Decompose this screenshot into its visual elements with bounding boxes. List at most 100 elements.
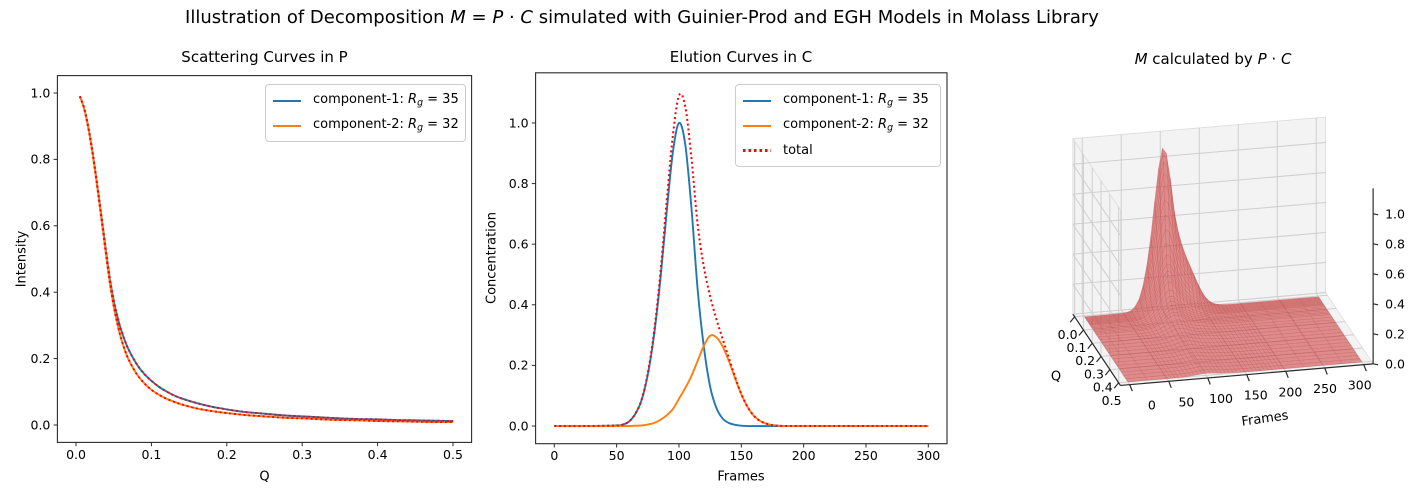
y-tick-label: 0.8	[509, 176, 529, 191]
tick-label: 0	[1148, 398, 1156, 413]
tick-label: 0.6	[1385, 266, 1405, 281]
text-run: total	[783, 143, 813, 158]
tick-label: 300	[1348, 378, 1372, 393]
legend-label: component-2: Rg = 32	[313, 117, 459, 133]
x-tick-label: 50	[609, 448, 625, 463]
tick-label: 0.2	[1075, 353, 1095, 368]
surface-q-axis-label: Q	[1050, 369, 1062, 385]
x-tick-label: 300	[916, 448, 940, 463]
tick-label: 0.5	[1102, 393, 1122, 408]
component-1-curve	[554, 121, 929, 428]
elution-ylabel: Concentration	[484, 212, 500, 304]
surface-face	[1238, 368, 1246, 373]
legend-line-sample	[743, 99, 771, 102]
tick-label: 100	[1209, 391, 1233, 406]
y-tick-label: 0.6	[509, 236, 529, 251]
tick-label: 150	[1244, 388, 1268, 403]
surface-face	[1125, 376, 1148, 383]
y-tick-label: 0.0	[509, 418, 529, 433]
x-tick-label: 0.0	[66, 447, 86, 462]
surface-face	[1145, 375, 1168, 381]
legend-entry-component-2: component-2: Rg = 32	[743, 113, 932, 138]
x-tick-label: 0.1	[141, 447, 161, 462]
text-run: g	[887, 97, 894, 109]
surface-face	[1219, 369, 1226, 374]
x-tick-label: 0	[550, 448, 558, 463]
surface-mesh	[1084, 147, 1363, 383]
text-run: component-2:	[783, 117, 879, 133]
surface-axis-lines	[1069, 188, 1379, 392]
surface-tick-labels: 0.00.10.20.30.40.5 0 50 100 150 200 250 3000.00…	[1058, 206, 1405, 412]
x-tick-label: 150	[729, 448, 753, 463]
surface-face	[1301, 361, 1324, 368]
surface-face	[1184, 372, 1191, 377]
text-run: = 32	[423, 117, 459, 133]
legend-label: component-1: Rg = 35	[313, 92, 459, 108]
surface-face	[1223, 369, 1230, 374]
x-tick-label: 0.3	[292, 447, 312, 462]
y-tick-label: 1.0	[31, 85, 51, 100]
y-tick-label: 0.4	[31, 285, 51, 300]
text-run: component-2:	[313, 117, 409, 133]
scattering-chart-title: Scattering Curves in P	[181, 48, 348, 66]
surface-face	[1180, 373, 1187, 378]
legend-line-sample	[273, 99, 301, 102]
surface-face	[1340, 358, 1363, 364]
text-run: C	[1280, 50, 1292, 68]
text-run: Illustration of Decomposition	[185, 7, 451, 28]
surface-face	[1195, 370, 1203, 375]
text-run: component-1:	[313, 92, 409, 108]
y-tick-label: 0.6	[31, 218, 51, 233]
text-run: g	[887, 122, 894, 134]
text-run: calculated by	[1147, 50, 1258, 68]
x-tick-label: 0.5	[443, 447, 463, 462]
surface-face	[1165, 243, 1171, 257]
text-run: C	[520, 7, 533, 28]
text-run: g	[417, 122, 424, 134]
tick-label: 0.0	[1385, 356, 1405, 371]
tick-label: 0.4	[1385, 296, 1405, 311]
surface-face	[1242, 368, 1250, 373]
surface-face	[1273, 365, 1281, 370]
tick-label: 0.0	[1058, 327, 1078, 342]
y-tick-label: 0.0	[31, 417, 51, 432]
legend-entry-component-1: component-1: Rg = 35	[743, 88, 932, 113]
text-run: R	[408, 92, 418, 108]
surface-face	[1203, 369, 1211, 374]
text-run: = 32	[893, 117, 929, 133]
surface-face	[1199, 369, 1207, 375]
y-tick-label: 1.0	[509, 115, 529, 130]
x-tick-label: 200	[792, 448, 816, 463]
component-2-curve	[554, 334, 929, 428]
x-tick-label: 0.2	[217, 447, 237, 462]
surface-face	[1262, 366, 1269, 371]
text-run: = 35	[893, 92, 929, 108]
surface-face	[1164, 214, 1170, 233]
surface-face	[1281, 363, 1304, 369]
scattering-ylabel: Intensity	[14, 230, 30, 288]
elution-plot: 0 50 100 150 200 250 300 0.0 0.2 0.4 0.6 0.8 1.0	[509, 72, 948, 463]
tick-label: 50	[1178, 394, 1194, 409]
tick-label: 0.4	[1093, 380, 1113, 395]
scattering-axes-frame	[56, 75, 473, 443]
elution-chart-title: Elution Curves in C	[669, 48, 813, 66]
surface-chart-title: M calculated by P · C	[1135, 50, 1292, 68]
figure-title: Illustration of Decomposition M = P · C …	[185, 7, 1099, 28]
tick-label: 0.8	[1385, 236, 1405, 251]
surface-face	[1166, 254, 1171, 266]
legend-line-sample	[743, 124, 771, 127]
component-1-red-dotted-overlay	[78, 95, 453, 422]
text-run: R	[878, 92, 888, 108]
text-run: ·	[503, 7, 521, 28]
legend-entry-total: total	[743, 138, 932, 163]
scattering-xlabel: Q	[259, 469, 270, 485]
tick-label: 0.2	[1385, 326, 1405, 341]
surface-face	[1254, 367, 1261, 372]
legend-label: component-1: Rg = 35	[783, 92, 929, 108]
tick-label: 1.0	[1385, 206, 1405, 221]
legend-entry-component-1: component-1: Rg = 35	[273, 88, 459, 113]
surface-face	[1320, 360, 1343, 366]
y-tick-label: 0.2	[509, 358, 529, 373]
text-run: P	[492, 7, 504, 28]
